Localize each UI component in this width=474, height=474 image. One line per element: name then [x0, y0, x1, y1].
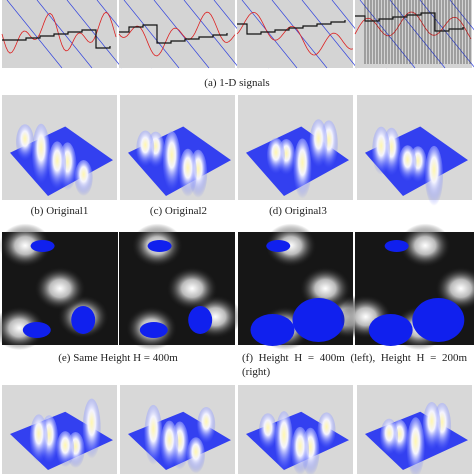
caption-a: (a) 1-D signals: [0, 76, 474, 90]
peak: [425, 145, 444, 206]
peak: [372, 126, 391, 175]
glow: [264, 223, 317, 268]
peak: [136, 130, 155, 167]
peak: [398, 145, 417, 182]
peak: [197, 407, 216, 444]
caption-e: (e) Same Height H = 400m: [0, 351, 236, 365]
label: (d): [269, 205, 282, 217]
peak: [32, 123, 51, 184]
step-signal: [237, 20, 346, 35]
blue-line: [66, 0, 123, 69]
step-signal: [119, 24, 228, 44]
peak: [56, 431, 75, 468]
step-signal: [2, 29, 111, 49]
label: (a): [204, 77, 217, 89]
blue-blob: [266, 240, 291, 252]
peak: [48, 141, 67, 190]
blue-line: [389, 0, 446, 69]
label: (c): [149, 205, 163, 217]
caption-text: Height H = 400m (left), Height H = 200m …: [242, 352, 467, 378]
blue-blob: [147, 240, 172, 252]
blue-blob: [188, 306, 213, 334]
label: (e): [58, 352, 71, 364]
red-signal: [118, 11, 236, 57]
caption-b: (b) Original1: [0, 204, 119, 218]
signal-panel: [119, 0, 235, 68]
blue-line: [359, 0, 416, 69]
peak: [258, 413, 277, 450]
glow: [34, 266, 86, 311]
blue-line: [449, 0, 474, 31]
peak: [178, 148, 197, 197]
blue-blob: [22, 322, 51, 338]
caption-c: (c) Original2: [119, 204, 238, 218]
blue-line: [123, 0, 180, 69]
glow: [0, 223, 52, 268]
caption-text: Original1: [46, 205, 89, 217]
caption-f: (f) Height H = 400m (left), Height H = 2…: [242, 351, 467, 379]
blue-blob: [368, 314, 413, 346]
caption-text: Same Height H = 400m: [73, 352, 178, 364]
blue-line: [153, 0, 210, 69]
peak: [266, 137, 285, 174]
blue-line: [419, 0, 474, 68]
caption-text: Original3: [284, 205, 327, 217]
label: (b): [30, 205, 44, 217]
peak: [317, 412, 336, 449]
blue-line: [183, 0, 240, 69]
blue-blob: [250, 314, 295, 346]
blue-blob: [384, 240, 409, 252]
label: (f): [242, 352, 253, 364]
blue-blob: [30, 240, 55, 252]
peak: [291, 426, 310, 474]
blue-blob: [139, 322, 168, 338]
blue-line: [301, 0, 358, 69]
glow: [166, 266, 219, 311]
peak: [82, 398, 101, 459]
peak: [162, 131, 181, 192]
peak: [29, 414, 48, 463]
peak: [74, 159, 93, 196]
blue-blob: [292, 298, 345, 342]
caption-text: Original2: [164, 205, 208, 217]
caption-text: 1-D signals: [219, 77, 270, 89]
glow: [399, 223, 452, 268]
peak: [309, 119, 328, 168]
peak: [186, 437, 205, 474]
blue-blob: [412, 298, 465, 342]
signal-panel: [355, 0, 472, 68]
caption-d: (d) Original3: [238, 204, 358, 218]
peak: [144, 404, 163, 465]
peak: [16, 124, 34, 161]
peak: [406, 417, 425, 474]
peak: [422, 401, 441, 450]
peak: [293, 138, 312, 199]
glow: [0, 306, 46, 351]
red-signal: [1, 11, 117, 54]
peak: [380, 418, 399, 455]
peak: [275, 411, 293, 472]
blue-line: [241, 0, 298, 69]
blue-line: [6, 0, 63, 69]
blue-blob: [71, 306, 96, 334]
peak: [160, 420, 179, 469]
